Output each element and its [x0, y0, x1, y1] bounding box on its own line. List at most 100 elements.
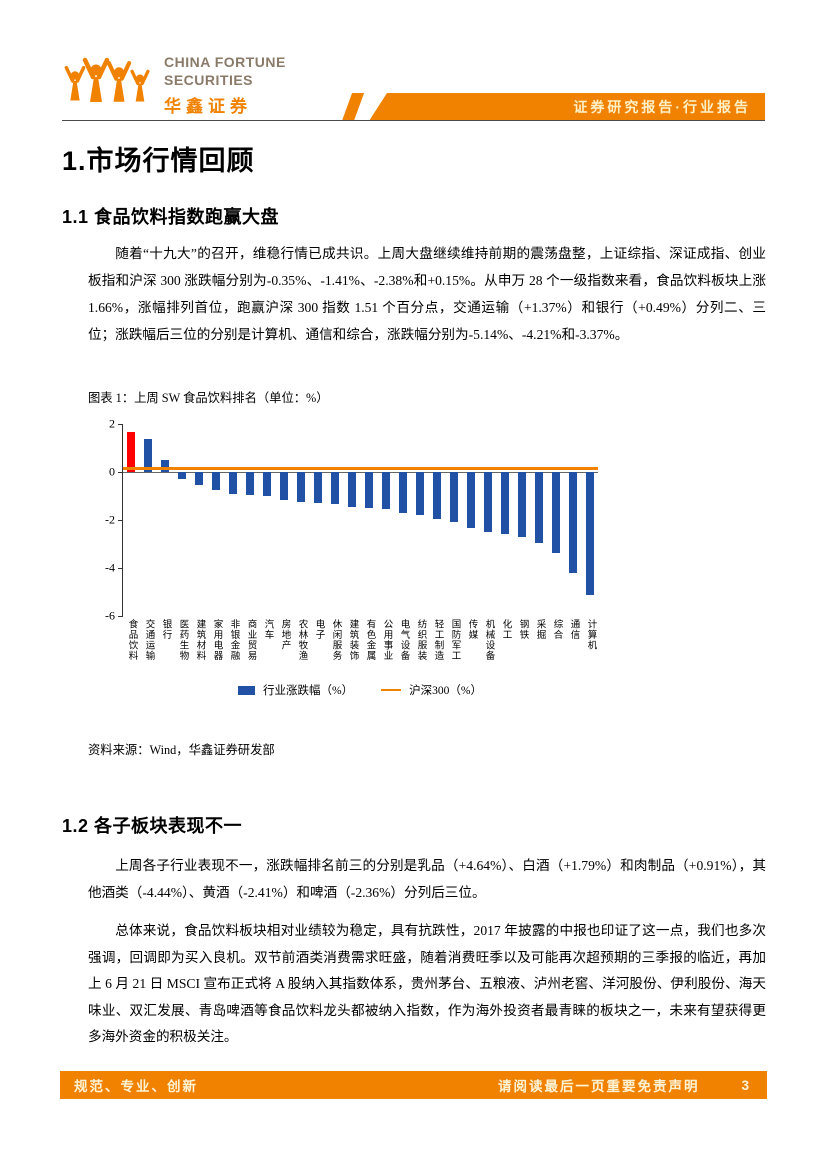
x-axis-labels: 食品饮料 交通运输 银行 医药生物 建筑材料 家用电器 非银金融 商业贸易 汽车 房地产 农林牧渔电… [122, 616, 598, 676]
y-axis-tick-label: 2 [109, 416, 115, 431]
legend-bar-swatch [238, 685, 256, 695]
data-source-note: 资料来源：Wind，华鑫证券研发部 [88, 743, 275, 757]
y-axis-tick-mark [118, 616, 123, 617]
people-logo-icon [64, 57, 150, 102]
bar-建筑装饰 [348, 472, 357, 507]
bar-slot [174, 424, 191, 616]
bar-商业贸易 [246, 472, 255, 495]
legend-line-swatch [381, 688, 402, 692]
x-axis-label-slot: 商业贸易 [241, 619, 258, 661]
x-axis-label: 食品饮料 [126, 619, 137, 661]
x-axis-label: 综合 [551, 619, 562, 640]
bar-轻工制造 [432, 472, 441, 519]
page-number: 3 [741, 1077, 749, 1093]
x-axis-label-slot: 医药生物 [173, 619, 190, 661]
market-review-paragraph: 随着“十九大”的召开，维稳行情已成共识。上周大盘继续维持前期的震荡盘整，上证综指… [88, 246, 766, 342]
bar-slot [513, 424, 530, 616]
x-axis-label: 有色金属 [364, 619, 375, 661]
bar-slot [581, 424, 598, 616]
bar-家用电器 [212, 472, 221, 490]
company-name-en-line1: CHINA FORTUNE [164, 54, 286, 70]
y-axis-tick-mark [118, 520, 123, 521]
x-axis-label: 农林牧渔 [296, 619, 307, 661]
bar-slot [157, 424, 174, 616]
x-axis-label-slot: 非银金融 [224, 619, 241, 661]
bar-休闲服务 [331, 472, 340, 505]
bar-银行 [161, 460, 170, 472]
legend-bar-label: 行业涨跌幅（%） [263, 685, 354, 697]
industry-ranking-bar-chart: 2 0 -2 -4 -6 食品饮料 交通运输 银行 医药生物 建筑材料 家用电器 非银金融 商业贸易汽… [92, 417, 612, 698]
bar-slot [293, 424, 310, 616]
x-axis-label-slot: 建筑装饰 [343, 619, 360, 661]
subsection-1-2-title: 1.2 各子板块表现不一 [62, 816, 243, 836]
x-axis-label: 电子 [313, 619, 324, 640]
bar-slot [310, 424, 327, 616]
x-axis-label-slot: 电气设备 [394, 619, 411, 661]
bar-医药生物 [178, 472, 187, 480]
x-axis-label-slot: 综合 [547, 619, 564, 640]
y-axis-tick-label: -4 [105, 560, 115, 575]
y-axis-tick-mark [118, 568, 123, 569]
x-axis-label-slot: 交通运输 [139, 619, 156, 661]
x-axis-label-slot: 有色金属 [360, 619, 377, 661]
bar-slot [208, 424, 225, 616]
chart-plot-area: 2 0 -2 -4 -6 [105, 417, 598, 623]
figure-1-caption: 图表 1：上周 SW 食品饮料排名（单位：%） [88, 391, 329, 405]
bar-slot [225, 424, 242, 616]
bar-slot [327, 424, 344, 616]
y-axis-tick-label: -6 [105, 608, 115, 623]
x-axis-label-slot: 纺织服装 [411, 619, 428, 661]
x-axis-label: 商业贸易 [245, 619, 256, 661]
hs300-benchmark-line [123, 467, 598, 470]
report-type-banner: 证券研究报告·行业报告 [369, 93, 765, 121]
company-logo: CHINA FORTUNE SECURITIES 华鑫证券 [62, 48, 286, 117]
x-axis-label-slot: 建筑材料 [190, 619, 207, 661]
bar-slot [242, 424, 259, 616]
x-axis-label: 交通运输 [143, 619, 154, 661]
bar-slot [428, 424, 445, 616]
bar-综合 [551, 472, 560, 553]
x-axis-label-slot: 房地产 [275, 619, 292, 651]
bar-slot [411, 424, 428, 616]
x-axis-label-slot: 银行 [156, 619, 173, 640]
banner-accent-stripe [341, 93, 365, 121]
x-axis-label-slot: 国防军工 [445, 619, 462, 661]
y-axis-tick-mark [118, 424, 123, 425]
x-axis-label: 非银金融 [228, 619, 239, 661]
bar-slot [361, 424, 378, 616]
bar-series [123, 424, 598, 616]
subsection-1-1-title: 1.1 食品饮料指数跑赢大盘 [62, 207, 280, 227]
x-axis-label: 计算机 [585, 619, 596, 651]
subsector-performance-paragraph-1: 上周各子行业表现不一，涨跌幅排名前三的分别是乳品（+4.64%）、白酒（+1.7… [88, 858, 766, 900]
x-axis-label: 家用电器 [211, 619, 222, 661]
bar-采掘 [534, 472, 543, 543]
x-axis-label-slot: 公用事业 [377, 619, 394, 661]
x-axis-label: 化工 [500, 619, 511, 640]
y-axis: 2 0 -2 -4 -6 [91, 417, 119, 623]
bar-农林牧渔 [297, 472, 306, 502]
x-axis-label: 银行 [160, 619, 171, 640]
bar-slot [479, 424, 496, 616]
x-axis-label: 建筑装饰 [347, 619, 358, 661]
x-axis-label-slot: 家用电器 [207, 619, 224, 661]
logo-text: CHINA FORTUNE SECURITIES 华鑫证券 [164, 48, 286, 117]
x-axis-label: 通信 [568, 619, 579, 640]
x-axis-label-slot: 化工 [496, 619, 513, 640]
x-axis-label-slot: 计算机 [581, 619, 598, 651]
footer-disclaimer: 请阅读最后一页重要免责声明 [497, 1079, 700, 1094]
x-axis-label: 钢铁 [517, 619, 528, 640]
bar-机械设备 [483, 472, 492, 532]
bar-计算机 [585, 472, 594, 596]
bar-slot [496, 424, 513, 616]
x-axis-label: 采掘 [534, 619, 545, 640]
bar-slot [564, 424, 581, 616]
bar-纺织服装 [415, 472, 424, 516]
bar-有色金属 [365, 472, 374, 508]
bar-slot [276, 424, 293, 616]
x-axis-label-slot: 通信 [564, 619, 581, 640]
x-axis-label: 传媒 [466, 619, 477, 640]
x-axis-label: 国防军工 [449, 619, 460, 661]
x-axis-label-slot: 农林牧渔 [292, 619, 309, 661]
x-axis-label-slot: 机械设备 [479, 619, 496, 661]
bar-电子 [314, 472, 323, 504]
